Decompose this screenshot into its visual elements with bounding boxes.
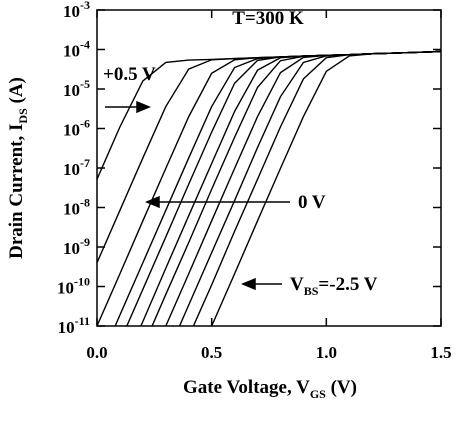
curve [211, 50, 441, 326]
annotation: +0.5 V [103, 64, 156, 85]
annotation: T=300 K [232, 8, 304, 29]
curve [140, 50, 441, 326]
x-label-unit: (V) [326, 377, 357, 398]
tick-exponent: -3 [80, 0, 90, 12]
curve [114, 50, 441, 326]
tick-exponent: -11 [75, 314, 90, 328]
x-label-sub: GS [310, 387, 326, 401]
arrow-head [241, 277, 256, 291]
x-axis-label: Gate Voltage, VGS (V) [183, 377, 357, 401]
tick-base: 10 [63, 2, 80, 21]
tick-base: 10 [63, 81, 80, 100]
arrow-head [145, 195, 160, 209]
arrow-head [136, 100, 151, 114]
y-label-unit: (A) [6, 77, 27, 108]
annotation: 0 V [298, 192, 326, 213]
tick-exponent: -4 [80, 38, 90, 52]
curves [97, 50, 441, 326]
annotation-part: V [290, 274, 304, 295]
tick-exponent: -10 [74, 275, 90, 289]
x-tick-label: 0.0 [86, 343, 107, 362]
y-tick-label: 10-7 [63, 156, 90, 179]
x-tick-label: 1.0 [316, 343, 337, 362]
annotation-part: =-2.5 V [318, 274, 377, 295]
y-tick-label: 10-8 [63, 196, 90, 219]
tick-base: 10 [63, 42, 80, 61]
tick-exponent: -9 [80, 235, 90, 249]
tick-base: 10 [57, 279, 74, 298]
tick-base: 10 [63, 160, 80, 179]
y-tick-label: 10-6 [63, 117, 90, 140]
y-label-sub: DS [16, 108, 30, 124]
y-tick-label: 10-3 [63, 0, 90, 21]
tick-exponent: -6 [80, 117, 90, 131]
curve [97, 50, 441, 326]
x-tick-label: 0.5 [201, 343, 222, 362]
curve [151, 50, 441, 326]
y-tick-label: 10-4 [63, 38, 90, 61]
curve [126, 50, 441, 326]
tick-exponent: -5 [80, 77, 90, 91]
y-tick-label: 10-10 [57, 275, 90, 298]
tick-base: 10 [63, 121, 80, 140]
axes: 0.0 0.5 1.0 1.510-1110-1010-910-810-710-610… [57, 0, 452, 362]
y-axis-label: Drain Current, IDS (A) [6, 77, 30, 259]
annotation-sub: BS [304, 284, 319, 298]
tick-base: 10 [63, 200, 80, 219]
tick-exponent: -8 [80, 196, 90, 210]
tick-exponent: -7 [80, 156, 90, 170]
tick-base: 10 [58, 318, 75, 337]
y-tick-label: 10-5 [63, 77, 90, 100]
y-tick-label: 10-11 [58, 314, 90, 337]
tick-base: 10 [63, 239, 80, 258]
y-tick-label: 10-9 [63, 235, 90, 258]
y-label-main: Drain Current, I [6, 124, 27, 259]
arrows [105, 100, 290, 291]
x-label-main: Gate Voltage, V [183, 377, 310, 398]
x-tick-label: 1.5 [430, 343, 451, 362]
annotation: VBS=-2.5 V [290, 274, 378, 298]
